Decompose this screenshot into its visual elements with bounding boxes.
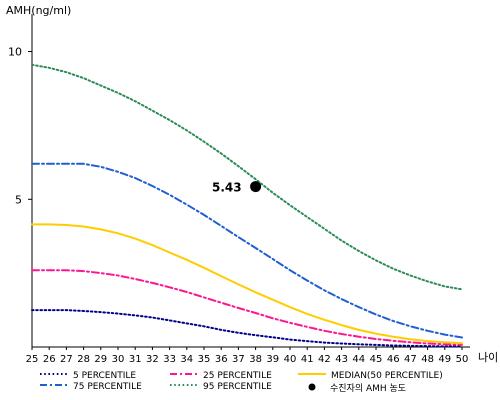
x-tick-label: 38 [249,354,262,365]
x-tick-label: 36 [215,354,228,365]
x-tick-label: 37 [232,354,245,365]
series-line-95-percentile [31,63,463,291]
x-tick-label: 32 [146,354,159,365]
x-tick-label: 46 [387,354,400,365]
x-tick-label: 50 [456,354,469,365]
legend-label: 95 PERCENTILE [203,382,272,392]
series-line-75-percentile [31,162,463,339]
x-tick-label: 41 [301,354,314,365]
legend-label: MEDIAN(50 PERCENTILE) [331,371,443,381]
y-tick-label: 5 [15,193,22,206]
y-tick-label: 10 [8,46,22,59]
x-tick-label: 27 [60,354,73,365]
x-tick-label: 28 [77,354,90,365]
plot-area: 5 10 25 26 27 28 29 30 31 32 33 34 35 36 37 38 39 40 41 42 4… [8,14,470,365]
legend-point-marker [308,383,316,391]
patient-amh-value-label: 5.43 [212,181,242,195]
x-tick-label: 25 [26,354,39,365]
x-tick-label: 33 [163,354,176,365]
series-line-25-percentile [31,269,463,346]
legend: 5 PERCENTILE 25 PERCENTILE MEDIAN(50 PERCE… [40,371,443,394]
x-tick-label: 29 [94,354,107,365]
legend-label: 5 PERCENTILE [73,371,136,381]
x-tick-label: 43 [335,354,348,365]
series-line-5-percentile [31,309,463,348]
x-tick-label: 34 [180,354,193,365]
x-tick-label: 48 [421,354,434,365]
x-tick-label: 30 [112,354,125,365]
y-axis-label: AMH(ng/ml) [6,4,71,17]
x-tick-label: 44 [352,354,365,365]
x-tick-label: 39 [266,354,279,365]
x-tick-label: 40 [284,354,297,365]
x-tick-label: 47 [404,354,417,365]
patient-amh-point [250,181,262,193]
x-tick-label: 35 [198,354,211,365]
x-tick-label: 42 [318,354,331,365]
series-line-median-50-percentile [31,223,463,345]
x-tick-label: 31 [129,354,142,365]
x-axis-label: 나이 [478,351,498,364]
x-tick-label: 26 [43,354,56,365]
x-tick-label: 49 [438,354,451,365]
legend-label: 25 PERCENTILE [203,371,272,381]
legend-label: 75 PERCENTILE [73,382,142,392]
legend-label: 수진자의 AMH 농도 [330,383,406,394]
x-tick-label: 45 [370,354,383,365]
